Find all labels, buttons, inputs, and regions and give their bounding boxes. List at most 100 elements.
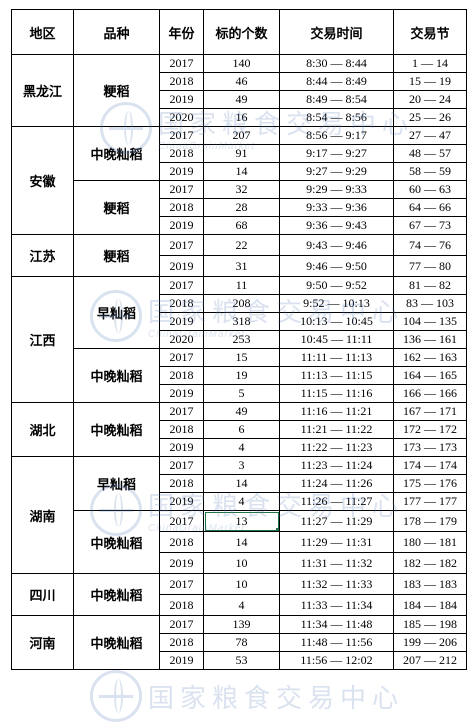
lot-count-cell[interactable]: 139 bbox=[203, 615, 280, 634]
trading-time-cell[interactable]: 10:45 — 11:11 bbox=[279, 330, 394, 349]
trading-time-cell[interactable]: 11:29 — 11:31 bbox=[279, 531, 394, 553]
trading-time-cell[interactable]: 11:23 — 11:24 bbox=[279, 456, 394, 475]
year-cell[interactable]: 2019 bbox=[159, 312, 204, 331]
header-region[interactable]: 地区 bbox=[11, 9, 74, 55]
year-cell[interactable]: 2019 bbox=[159, 552, 204, 574]
trading-session-cell[interactable]: 184 — 184 bbox=[393, 594, 467, 616]
trading-time-cell[interactable]: 9:52 — 10:13 bbox=[279, 294, 394, 313]
year-cell[interactable]: 2019 bbox=[159, 492, 204, 511]
lot-count-cell[interactable]: 19 bbox=[203, 366, 280, 385]
lot-count-cell[interactable]: 13 bbox=[203, 510, 280, 532]
lot-count-cell[interactable]: 49 bbox=[203, 402, 280, 421]
lot-count-cell[interactable]: 22 bbox=[203, 234, 280, 256]
lot-count-cell[interactable]: 49 bbox=[203, 90, 280, 109]
year-cell[interactable]: 2017 bbox=[159, 234, 204, 256]
year-cell[interactable]: 2018 bbox=[159, 144, 204, 163]
trading-session-cell[interactable]: 48 — 57 bbox=[393, 144, 467, 163]
region-cell[interactable]: 江西 bbox=[11, 276, 74, 403]
trading-session-cell[interactable]: 20 — 24 bbox=[393, 90, 467, 109]
lot-count-cell[interactable]: 16 bbox=[203, 108, 280, 127]
lot-count-cell[interactable]: 31 bbox=[203, 255, 280, 277]
region-cell[interactable]: 四川 bbox=[11, 573, 74, 616]
trading-session-cell[interactable]: 25 — 26 bbox=[393, 108, 467, 127]
region-cell[interactable]: 河南 bbox=[11, 615, 74, 670]
trading-session-cell[interactable]: 183 — 183 bbox=[393, 573, 467, 595]
variety-cell[interactable]: 中晚籼稻 bbox=[73, 348, 160, 403]
lot-count-cell[interactable]: 68 bbox=[203, 216, 280, 235]
trading-session-cell[interactable]: 1 — 14 bbox=[393, 54, 467, 73]
lot-count-cell[interactable]: 4 bbox=[203, 438, 280, 457]
variety-cell[interactable]: 中晚籼稻 bbox=[73, 402, 160, 457]
trading-session-cell[interactable]: 177 — 177 bbox=[393, 492, 467, 511]
trading-time-cell[interactable]: 8:44 — 8:49 bbox=[279, 72, 394, 91]
trading-time-cell[interactable]: 9:27 — 9:29 bbox=[279, 162, 394, 181]
lot-count-cell[interactable]: 6 bbox=[203, 420, 280, 439]
year-cell[interactable]: 2019 bbox=[159, 90, 204, 109]
trading-session-cell[interactable]: 173 — 173 bbox=[393, 438, 467, 457]
trading-session-cell[interactable]: 136 — 161 bbox=[393, 330, 467, 349]
lot-count-cell[interactable]: 91 bbox=[203, 144, 280, 163]
trading-session-cell[interactable]: 64 — 66 bbox=[393, 198, 467, 217]
year-cell[interactable]: 2019 bbox=[159, 384, 204, 403]
trading-session-cell[interactable]: 174 — 174 bbox=[393, 456, 467, 475]
trading-session-cell[interactable]: 182 — 182 bbox=[393, 552, 467, 574]
lot-count-cell[interactable]: 14 bbox=[203, 162, 280, 181]
year-cell[interactable]: 2017 bbox=[159, 510, 204, 532]
lot-count-cell[interactable]: 3 bbox=[203, 456, 280, 475]
region-cell[interactable]: 湖南 bbox=[11, 456, 74, 574]
year-cell[interactable]: 2020 bbox=[159, 108, 204, 127]
trading-session-cell[interactable]: 207 — 212 bbox=[393, 651, 467, 670]
trading-time-cell[interactable]: 9:17 — 9:27 bbox=[279, 144, 394, 163]
region-cell[interactable]: 黑龙江 bbox=[11, 54, 74, 127]
year-cell[interactable]: 2018 bbox=[159, 594, 204, 616]
lot-count-cell[interactable]: 46 bbox=[203, 72, 280, 91]
year-cell[interactable]: 2019 bbox=[159, 651, 204, 670]
trading-time-cell[interactable]: 11:13 — 11:15 bbox=[279, 366, 394, 385]
header-year[interactable]: 年份 bbox=[159, 9, 204, 55]
year-cell[interactable]: 2017 bbox=[159, 615, 204, 634]
lot-count-cell[interactable]: 53 bbox=[203, 651, 280, 670]
year-cell[interactable]: 2019 bbox=[159, 438, 204, 457]
variety-cell[interactable]: 粳稻 bbox=[73, 234, 160, 277]
year-cell[interactable]: 2019 bbox=[159, 162, 204, 181]
trading-time-cell[interactable]: 8:49 — 8:54 bbox=[279, 90, 394, 109]
year-cell[interactable]: 2020 bbox=[159, 330, 204, 349]
year-cell[interactable]: 2017 bbox=[159, 348, 204, 367]
trading-session-cell[interactable]: 58 — 59 bbox=[393, 162, 467, 181]
header-lot-count[interactable]: 标的个数 bbox=[203, 9, 280, 55]
trading-time-cell[interactable]: 11:27 — 11:29 bbox=[279, 510, 394, 532]
lot-count-cell[interactable]: 253 bbox=[203, 330, 280, 349]
trading-time-cell[interactable]: 9:46 — 9:50 bbox=[279, 255, 394, 277]
trading-time-cell[interactable]: 10:13 — 10:45 bbox=[279, 312, 394, 331]
trading-time-cell[interactable]: 11:16 — 11:21 bbox=[279, 402, 394, 421]
year-cell[interactable]: 2018 bbox=[159, 294, 204, 313]
lot-count-cell[interactable]: 28 bbox=[203, 198, 280, 217]
header-variety[interactable]: 品种 bbox=[73, 9, 160, 55]
year-cell[interactable]: 2018 bbox=[159, 474, 204, 493]
trading-time-cell[interactable]: 8:54 — 8:56 bbox=[279, 108, 394, 127]
trading-time-cell[interactable]: 9:43 — 9:46 bbox=[279, 234, 394, 256]
region-cell[interactable]: 湖北 bbox=[11, 402, 74, 457]
lot-count-cell[interactable]: 140 bbox=[203, 54, 280, 73]
trading-time-cell[interactable]: 8:30 — 8:44 bbox=[279, 54, 394, 73]
variety-cell[interactable]: 中晚籼稻 bbox=[73, 510, 160, 574]
lot-count-cell[interactable]: 10 bbox=[203, 573, 280, 595]
trading-time-cell[interactable]: 11:26 — 11:27 bbox=[279, 492, 394, 511]
trading-time-cell[interactable]: 8:56 — 9:17 bbox=[279, 126, 394, 145]
trading-time-cell[interactable]: 9:36 — 9:43 bbox=[279, 216, 394, 235]
trading-session-cell[interactable]: 83 — 103 bbox=[393, 294, 467, 313]
trading-time-cell[interactable]: 9:29 — 9:33 bbox=[279, 180, 394, 199]
trading-session-cell[interactable]: 199 — 206 bbox=[393, 633, 467, 652]
variety-cell[interactable]: 粳稻 bbox=[73, 180, 160, 235]
trading-time-cell[interactable]: 9:33 — 9:36 bbox=[279, 198, 394, 217]
year-cell[interactable]: 2017 bbox=[159, 180, 204, 199]
trading-time-cell[interactable]: 9:50 — 9:52 bbox=[279, 276, 394, 295]
trading-time-cell[interactable]: 11:22 — 11:23 bbox=[279, 438, 394, 457]
trading-time-cell[interactable]: 11:33 — 11:34 bbox=[279, 594, 394, 616]
variety-cell[interactable]: 早籼稻 bbox=[73, 456, 160, 511]
trading-time-cell[interactable]: 11:48 — 11:56 bbox=[279, 633, 394, 652]
year-cell[interactable]: 2017 bbox=[159, 54, 204, 73]
trading-time-cell[interactable]: 11:11 — 11:13 bbox=[279, 348, 394, 367]
variety-cell[interactable]: 中晚籼稻 bbox=[73, 615, 160, 670]
trading-session-cell[interactable]: 67 — 73 bbox=[393, 216, 467, 235]
